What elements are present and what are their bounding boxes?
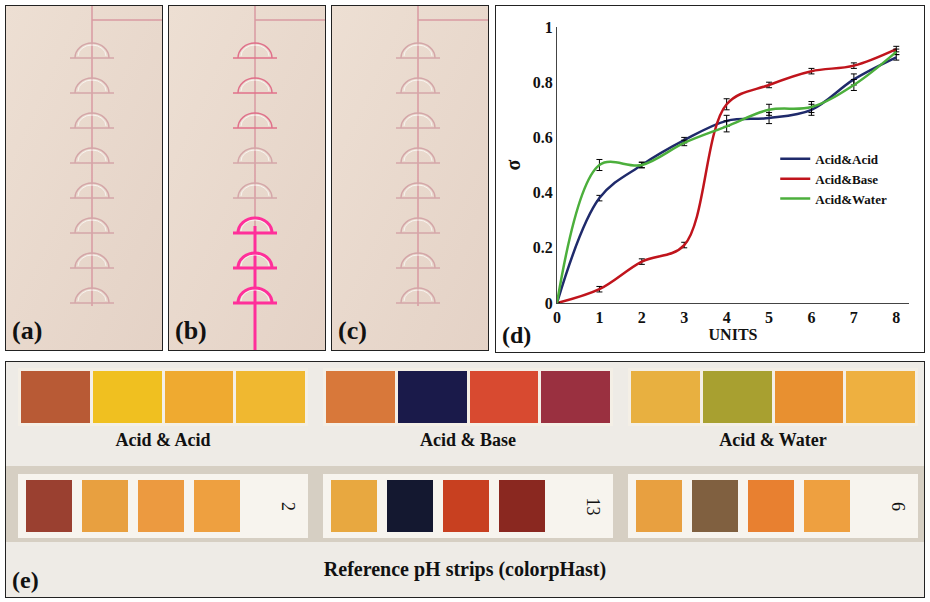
svg-text:1: 1 [545, 19, 553, 36]
html-text:6: 6 [887, 501, 908, 511]
svg-text:σ: σ [502, 159, 524, 170]
svg-text:6: 6 [807, 309, 815, 326]
html-text:Reference pH strips (colorpHas: Reference pH strips (colorpHast) [323, 558, 607, 580]
html-text:(e): (e) [12, 567, 39, 593]
svg-text:0.2: 0.2 [533, 239, 553, 256]
html-text:Acid & Water: Acid & Water [719, 430, 827, 450]
svg-text:Acid&Water: Acid&Water [815, 192, 887, 207]
html-text:Acid & Base: Acid & Base [420, 430, 516, 450]
html-text:13: 13 [582, 497, 603, 515]
svg-text:8: 8 [892, 309, 900, 326]
html-text:(a): (a) [12, 316, 43, 345]
svg-text:4: 4 [723, 309, 731, 326]
svg-text:0.6: 0.6 [533, 129, 553, 146]
svg-text:0: 0 [553, 309, 561, 326]
svg-text:Acid&Acid: Acid&Acid [815, 152, 879, 167]
svg-text:Acid&Base: Acid&Base [815, 172, 878, 187]
svg-text:2: 2 [638, 309, 646, 326]
svg-text:7: 7 [850, 309, 858, 326]
svg-text:3: 3 [680, 309, 688, 326]
html-text:Acid & Acid: Acid & Acid [115, 430, 211, 450]
svg-text:0.4: 0.4 [533, 184, 553, 201]
html-text:(d): (d) [502, 322, 532, 348]
html-text:(c): (c) [338, 316, 367, 345]
svg-text:UNITS: UNITS [709, 326, 758, 343]
html-text:2: 2 [277, 501, 298, 511]
html-text:(b): (b) [175, 316, 207, 345]
svg-text:0.8: 0.8 [533, 74, 553, 91]
svg-text:1: 1 [595, 309, 603, 326]
svg-text:5: 5 [765, 309, 773, 326]
svg-text:0: 0 [545, 295, 553, 312]
